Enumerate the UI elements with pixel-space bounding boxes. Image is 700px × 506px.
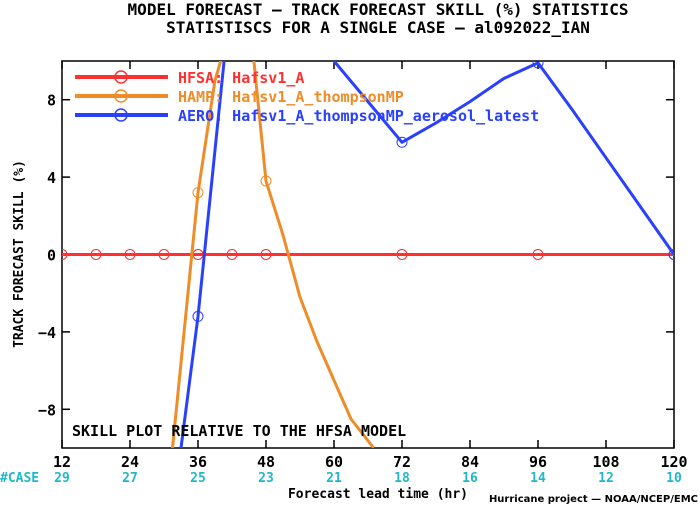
- chart-title: MODEL FORECAST — TRACK FORECAST SKILL (%…: [128, 0, 629, 19]
- case-count: 14: [530, 471, 546, 486]
- legend-marker: [114, 108, 128, 122]
- y-axis-label: TRACK FORECAST SKILL (%): [12, 160, 27, 348]
- series-group: [171, 61, 375, 448]
- x-tick-label: 12: [53, 453, 71, 471]
- x-tick-label: 108: [592, 453, 619, 471]
- case-count: 18: [394, 471, 410, 486]
- x-tick-label: 72: [393, 453, 411, 471]
- chart-subtitle: STATISTISCS FOR A SINGLE CASE — al092022…: [166, 18, 590, 37]
- legend-label: AERO: Hafsv1_A_thompsonMP_aerosol_latest: [178, 107, 539, 125]
- case-count: 27: [122, 471, 138, 486]
- series-marker: [192, 187, 204, 199]
- legend-label: HFSA: Hafsv1_A: [178, 69, 304, 87]
- legend-marker: [114, 89, 128, 103]
- series-marker: [192, 310, 204, 322]
- legend-label: HAMP: Hafsv1_A_thompsonMP: [178, 88, 404, 106]
- skill-note: SKILL PLOT RELATIVE TO THE HFSA MODEL: [72, 422, 406, 440]
- case-count: 21: [326, 471, 342, 486]
- legend-marker: [114, 70, 128, 84]
- series-marker: [668, 249, 674, 260]
- series-marker: [260, 249, 272, 260]
- series-marker: [532, 61, 544, 69]
- series-marker: [396, 136, 408, 148]
- case-count: 29: [54, 471, 70, 486]
- y-tick-label: 4: [47, 169, 56, 187]
- series-marker: [124, 249, 136, 260]
- y-tick-label: −8: [38, 401, 56, 419]
- x-tick-label: 36: [189, 453, 207, 471]
- series-line: [171, 61, 375, 448]
- x-tick-label: 48: [257, 453, 275, 471]
- x-tick-label: 60: [325, 453, 343, 471]
- case-label: #CASE: [0, 471, 39, 486]
- x-axis-label: Forecast lead time (hr): [288, 487, 468, 502]
- series-marker: [260, 175, 272, 187]
- series-group: [62, 249, 674, 260]
- series-marker: [62, 249, 68, 260]
- case-count: 12: [598, 471, 614, 486]
- series-line: [179, 61, 674, 448]
- case-count: 25: [190, 471, 206, 486]
- series-group: [179, 61, 674, 448]
- series-marker: [158, 249, 170, 260]
- x-tick-label: 84: [461, 453, 479, 471]
- x-tick-label: 120: [660, 453, 687, 471]
- case-count: 10: [666, 471, 682, 486]
- y-tick-label: −4: [38, 324, 56, 342]
- case-count: 23: [258, 471, 274, 486]
- series-marker: [90, 249, 102, 260]
- y-tick-label: 8: [47, 92, 56, 110]
- x-tick-label: 24: [121, 453, 139, 471]
- x-tick-label: 96: [529, 453, 547, 471]
- case-count: 16: [462, 471, 478, 486]
- series-marker: [226, 249, 238, 260]
- series-marker: [396, 249, 408, 260]
- series-marker: [532, 249, 544, 260]
- y-tick-label: 0: [47, 247, 56, 265]
- credit-text: Hurricane project — NOAA/NCEP/EMC: [489, 494, 698, 505]
